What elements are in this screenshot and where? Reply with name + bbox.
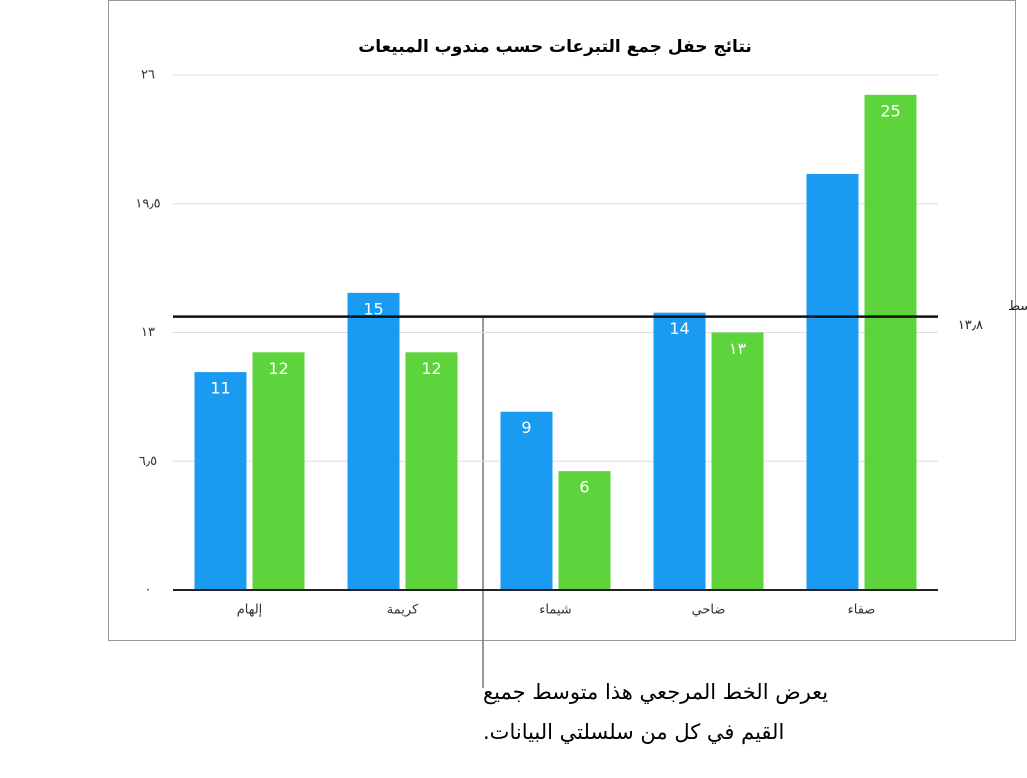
x-tick-label: كريمة [387,603,419,618]
value-label: 12 [421,359,441,378]
bar [500,411,553,590]
y-tick-label: ١٩٫٥ [135,196,160,211]
reference-value-label: ١٣٫٨ [958,318,983,333]
value-label: ١٣ [729,339,747,358]
value-label: 9 [521,418,531,437]
bar [194,372,247,590]
bar [864,94,917,591]
bar [252,352,305,590]
y-tick-label: ٢٦ [141,68,155,83]
bar [558,471,611,590]
value-label: 11 [210,379,230,398]
bar [711,332,764,590]
x-tick-label: ضاحي [692,603,726,618]
value-label: 12 [268,359,288,378]
x-tick-label: إلهام [237,603,263,618]
reference-label: المتوسط [1008,299,1027,314]
y-tick-label: ١٣ [141,325,155,340]
bar [405,352,458,590]
bar [653,312,706,590]
bar [347,292,400,590]
callout-text: يعرض الخط المرجعي هذا متوسط جميع [483,680,828,704]
y-tick-label: ٠ [145,583,152,598]
value-label: 6 [579,478,589,497]
x-tick-label: صفاء [848,603,876,618]
callout-text: القيم في كل من سلسلتي البيانات. [483,720,784,745]
value-label: 14 [669,319,689,338]
bar [806,174,859,591]
x-tick-label: شيماء [539,603,571,618]
y-tick-label: ٦٫٥ [139,454,157,469]
value-label: 25 [880,101,900,120]
value-label: 15 [363,299,383,318]
chart-title: نتائج حفل جمع التبرعات حسب مندوب المبيعا… [358,37,752,57]
